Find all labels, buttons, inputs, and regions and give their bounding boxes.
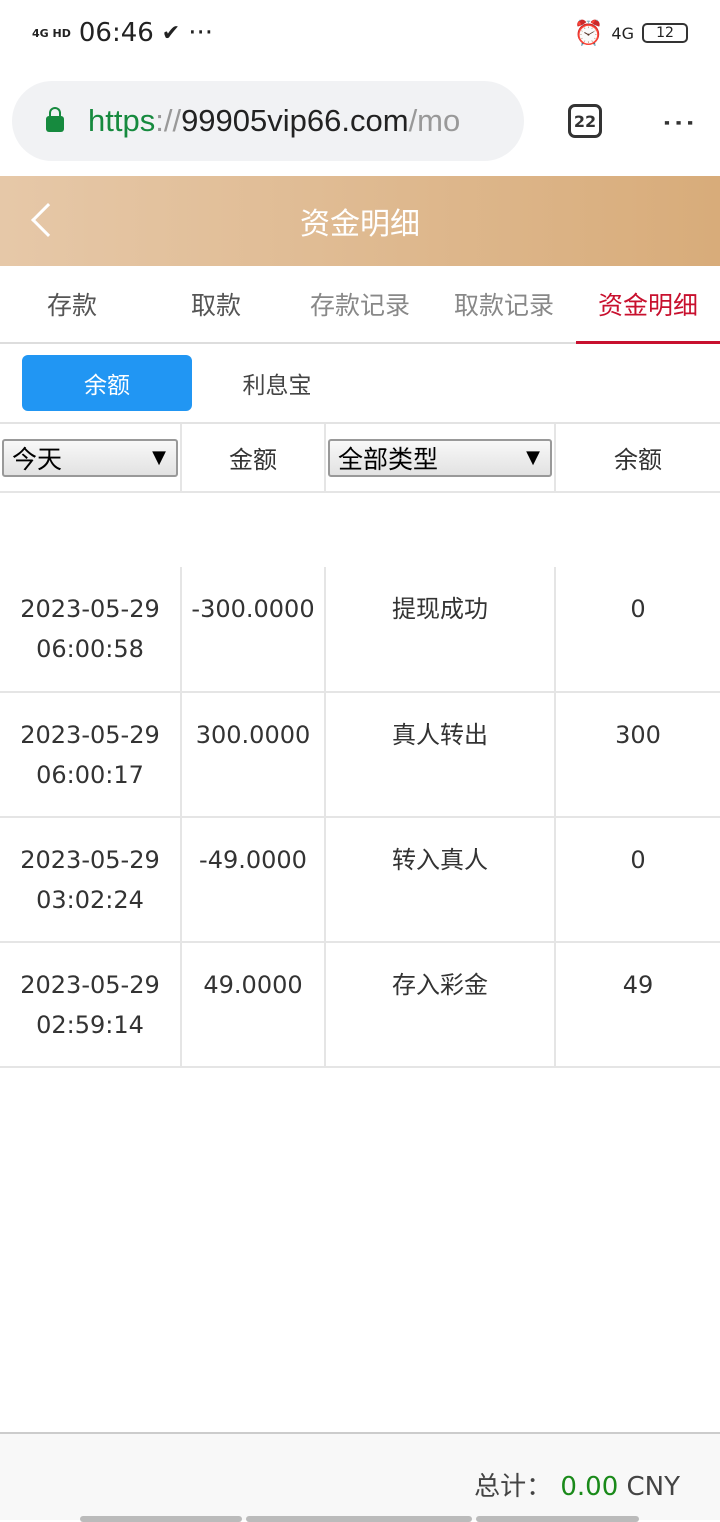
table-row: 2023-05-29 02:59:14 49.0000 存入彩金 49 [0, 942, 720, 1068]
tab-fund-details[interactable]: 资金明细 [576, 266, 720, 344]
row-datetime: 2023-05-29 03:02:24 [0, 817, 182, 943]
subtab-interest[interactable]: 利息宝 [242, 373, 312, 399]
footer: 总计： 0.00 CNY [0, 1432, 720, 1522]
sub-tabs: 余额 利息宝 [0, 344, 720, 424]
url-bar[interactable]: https://99905vip66.com/mo [12, 81, 524, 161]
table-row: 2023-05-29 03:02:24 -49.0000 转入真人 0 [0, 817, 720, 943]
column-header-balance: 余额 [555, 424, 720, 493]
lock-icon [46, 107, 64, 132]
row-datetime: 2023-05-29 06:00:58 [0, 567, 182, 693]
tab-withdraw-records[interactable]: 取款记录 [453, 291, 554, 320]
clock: 06:46 [78, 18, 154, 48]
total-amount: 0.00 [560, 1472, 619, 1502]
network-label: 4G [611, 23, 634, 43]
status-bar: 4G HD 06:46 ✔ ··· ⏰ 4G 12 [0, 0, 720, 66]
more-menu-icon[interactable]: ⋮ [659, 106, 699, 136]
dropdown-arrow-icon: ▼ [152, 447, 166, 468]
column-header-amount: 金额 [181, 424, 326, 493]
tab-switcher-button[interactable]: 22 [568, 104, 602, 138]
row-amount: -49.0000 [181, 817, 326, 943]
dropdown-arrow-icon: ▼ [526, 447, 540, 468]
row-datetime: 2023-05-29 02:59:14 [0, 942, 182, 1068]
more-notifications-icon: ··· [188, 18, 214, 48]
fund-table: 今天 ▼ 金额 全部类型 ▼ 余额 2023-05-29 06:00:58 -300.… [0, 424, 720, 1068]
row-amount: 300.0000 [181, 692, 326, 818]
total-summary: 总计： 0.00 CNY [474, 1472, 680, 1502]
tab-deposit[interactable]: 存款 [46, 291, 97, 320]
row-balance: 49 [555, 942, 720, 1068]
nav-tabs: 存款 取款 存款记录 取款记录 资金明细 [0, 266, 720, 344]
type-filter-select[interactable]: 全部类型 ▼ [328, 438, 552, 477]
row-balance: 300 [555, 692, 720, 818]
row-balance: 0 [555, 567, 720, 693]
row-type: 真人转出 [325, 692, 556, 818]
row-type: 提现成功 [325, 567, 556, 693]
browser-toolbar: https://99905vip66.com/mo 22 ⋮ [0, 66, 720, 176]
page-title: 资金明细 [300, 207, 420, 242]
battery-icon: 12 [642, 23, 688, 43]
date-filter-select[interactable]: 今天 ▼ [2, 438, 178, 477]
table-row: 2023-05-29 06:00:17 300.0000 真人转出 300 [0, 692, 720, 818]
table-header: 今天 ▼ 金额 全部类型 ▼ 余额 [0, 424, 720, 493]
row-type: 转入真人 [325, 817, 556, 943]
row-type: 存入彩金 [325, 942, 556, 1068]
row-amount: -300.0000 [181, 567, 326, 693]
bottom-bars [80, 1516, 639, 1522]
alarm-icon: ⏰ [573, 19, 604, 47]
subtab-balance[interactable]: 余额 [22, 355, 192, 411]
row-datetime: 2023-05-29 06:00:17 [0, 692, 182, 818]
tab-deposit-records[interactable]: 存款记录 [309, 291, 410, 320]
page-header: 资金明细 [0, 176, 720, 266]
row-balance: 0 [555, 817, 720, 943]
tab-withdraw[interactable]: 取款 [190, 291, 241, 320]
signal-icon: 4G HD [32, 26, 71, 40]
row-amount: 49.0000 [181, 942, 326, 1068]
back-icon[interactable] [31, 203, 65, 237]
check-icon: ✔ [161, 20, 181, 46]
table-row: 2023-05-29 06:00:58 -300.0000 提现成功 0 [0, 567, 720, 693]
